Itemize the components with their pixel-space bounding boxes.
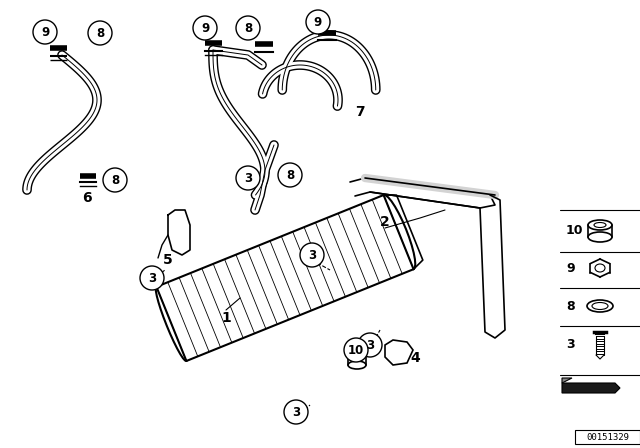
Text: 3: 3 — [244, 172, 252, 185]
Text: 8: 8 — [244, 22, 252, 34]
Circle shape — [278, 163, 302, 187]
Circle shape — [103, 168, 127, 192]
Text: 8: 8 — [286, 168, 294, 181]
Circle shape — [300, 243, 324, 267]
Text: 9: 9 — [566, 262, 575, 275]
Text: 3: 3 — [308, 249, 316, 262]
Text: 1: 1 — [221, 311, 231, 325]
Text: 5: 5 — [163, 253, 173, 267]
Text: 9: 9 — [41, 26, 49, 39]
Circle shape — [88, 21, 112, 45]
Text: 00151329: 00151329 — [586, 432, 629, 441]
Text: 3: 3 — [292, 405, 300, 418]
Circle shape — [284, 400, 308, 424]
Text: 8: 8 — [96, 26, 104, 39]
Circle shape — [306, 10, 330, 34]
Text: 2: 2 — [380, 215, 390, 229]
Circle shape — [358, 333, 382, 357]
Text: 6: 6 — [82, 191, 92, 205]
Circle shape — [236, 166, 260, 190]
Circle shape — [344, 338, 368, 362]
Text: 10: 10 — [566, 224, 584, 237]
Polygon shape — [562, 378, 572, 383]
Text: 4: 4 — [410, 351, 420, 365]
Circle shape — [236, 16, 260, 40]
Text: 3: 3 — [148, 271, 156, 284]
Text: 9: 9 — [314, 16, 322, 29]
Text: 9: 9 — [201, 22, 209, 34]
Text: 3: 3 — [366, 339, 374, 352]
Polygon shape — [562, 383, 620, 393]
Circle shape — [193, 16, 217, 40]
Text: 10: 10 — [348, 344, 364, 357]
Text: 7: 7 — [355, 105, 365, 119]
Text: 3: 3 — [566, 337, 575, 350]
Text: 8: 8 — [111, 173, 119, 186]
Text: 8: 8 — [566, 300, 575, 313]
Circle shape — [33, 20, 57, 44]
Circle shape — [140, 266, 164, 290]
